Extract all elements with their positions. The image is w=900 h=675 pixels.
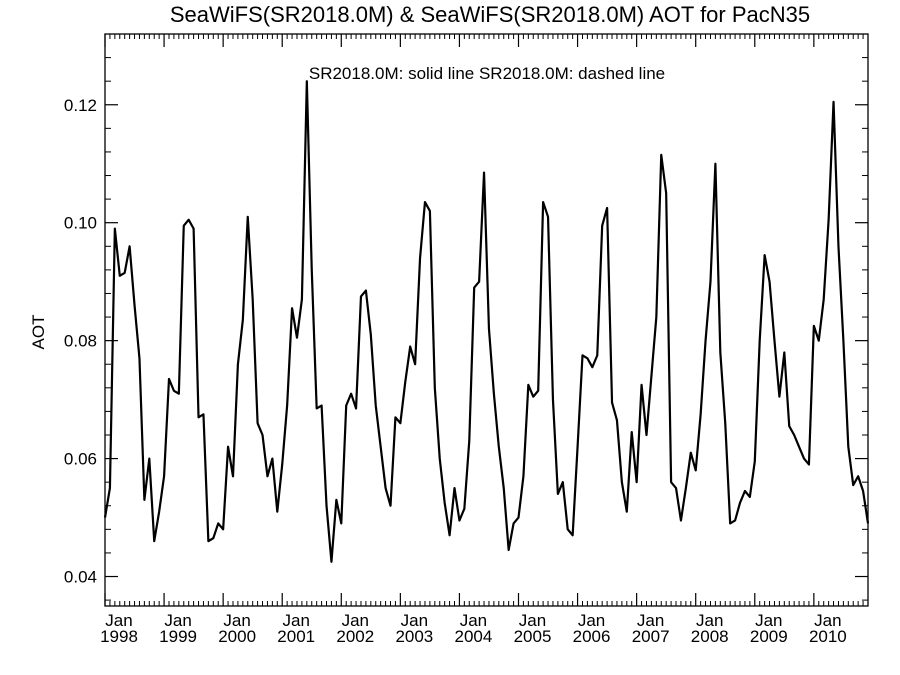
y-tick-label: 0.06 [64, 450, 97, 469]
x-tick-label-year: 1999 [159, 627, 197, 646]
x-tick-label-month: Jan [814, 611, 841, 630]
x-tick-label-year: 2004 [455, 627, 493, 646]
x-tick-label-month: Jan [164, 611, 191, 630]
x-tick-label-year: 2008 [691, 627, 729, 646]
x-tick-label-year: 1998 [100, 627, 138, 646]
x-tick-label-month: Jan [105, 611, 132, 630]
x-tick-label-year: 2001 [277, 627, 315, 646]
x-tick-label-year: 2000 [218, 627, 256, 646]
plot-frame [104, 33, 869, 607]
x-tick-label-year: 2002 [336, 627, 374, 646]
x-tick-label-year: 2006 [573, 627, 611, 646]
x-tick-label-month: Jan [223, 611, 250, 630]
chart-title: SeaWiFS(SR2018.0M) & SeaWiFS(SR2018.0M) … [170, 2, 810, 27]
x-tick-label-month: Jan [755, 611, 782, 630]
x-tick-label-year: 2005 [514, 627, 552, 646]
x-tick-label-year: 2010 [809, 627, 847, 646]
y-tick-label: 0.08 [64, 332, 97, 351]
tick-labels: 0.040.060.080.100.12Jan1998Jan1999Jan200… [64, 96, 847, 646]
y-axis-label: AOT [29, 315, 48, 350]
x-tick-label-month: Jan [519, 611, 546, 630]
x-tick-label-month: Jan [696, 611, 723, 630]
x-tick-label-month: Jan [637, 611, 664, 630]
x-tick-label-month: Jan [283, 611, 310, 630]
x-tick-label-year: 2007 [632, 627, 670, 646]
y-tick-label: 0.10 [64, 214, 97, 233]
axis-ticks [104, 33, 869, 606]
series-line-solid [103, 80, 870, 563]
x-tick-label-month: Jan [401, 611, 428, 630]
y-tick-label: 0.12 [64, 96, 97, 115]
x-tick-label-month: Jan [578, 611, 605, 630]
series-layer [103, 80, 870, 563]
x-tick-label-month: Jan [342, 611, 369, 630]
x-tick-label-year: 2009 [750, 627, 788, 646]
y-tick-label: 0.04 [64, 568, 97, 587]
x-tick-label-year: 2003 [395, 627, 433, 646]
series-style-annotation: SR2018.0M: solid line SR2018.0M: dashed … [309, 64, 665, 83]
x-tick-label-month: Jan [460, 611, 487, 630]
